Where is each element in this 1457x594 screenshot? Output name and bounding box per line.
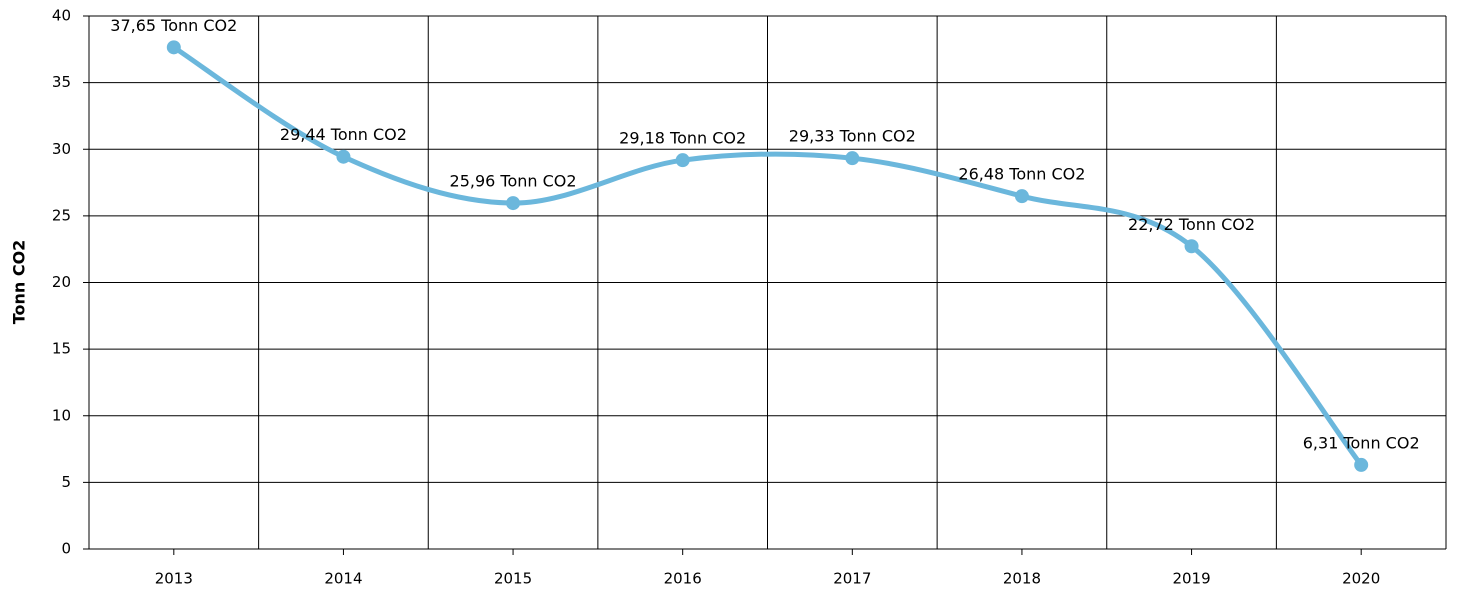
y-tick-label: 25 [52,206,71,224]
x-tick-label: 2019 [1172,570,1210,588]
point [336,149,351,164]
y-tick-label: 10 [52,406,71,424]
point [506,196,521,211]
x-tick-label: 2014 [324,570,362,588]
data-label: 29,44 Tonn CO2 [280,125,407,144]
point [1354,457,1369,472]
x-tick-label: 2017 [833,570,871,588]
y-tick-label: 35 [52,73,71,91]
x-tick-label: 2018 [1003,570,1041,588]
y-tick-label: 5 [61,473,71,491]
point [1184,239,1199,254]
data-label: 37,65 Tonn CO2 [110,16,237,35]
point [845,151,860,166]
y-tick-label: 20 [52,273,71,291]
data-label: 22,72 Tonn CO2 [1128,215,1255,234]
point [675,153,690,168]
x-tick-label: 2015 [494,570,532,588]
y-tick-label: 40 [52,7,71,25]
x-tick-label: 2016 [664,570,702,588]
x-tick-label: 2013 [155,570,193,588]
y-tick-label: 15 [52,340,71,358]
y-tick-label: 30 [52,140,71,158]
y-axis-label: Tonn CO2 [10,240,29,325]
data-label: 26,48 Tonn CO2 [958,165,1085,184]
data-label: 6,31 Tonn CO2 [1303,433,1420,452]
x-tick-label: 2020 [1342,570,1380,588]
point [166,40,181,55]
data-label: 25,96 Tonn CO2 [450,172,577,191]
data-label: 29,33 Tonn CO2 [789,127,916,146]
data-label: 29,18 Tonn CO2 [619,129,746,148]
point [1014,189,1029,204]
y-tick-label: 0 [61,540,71,558]
